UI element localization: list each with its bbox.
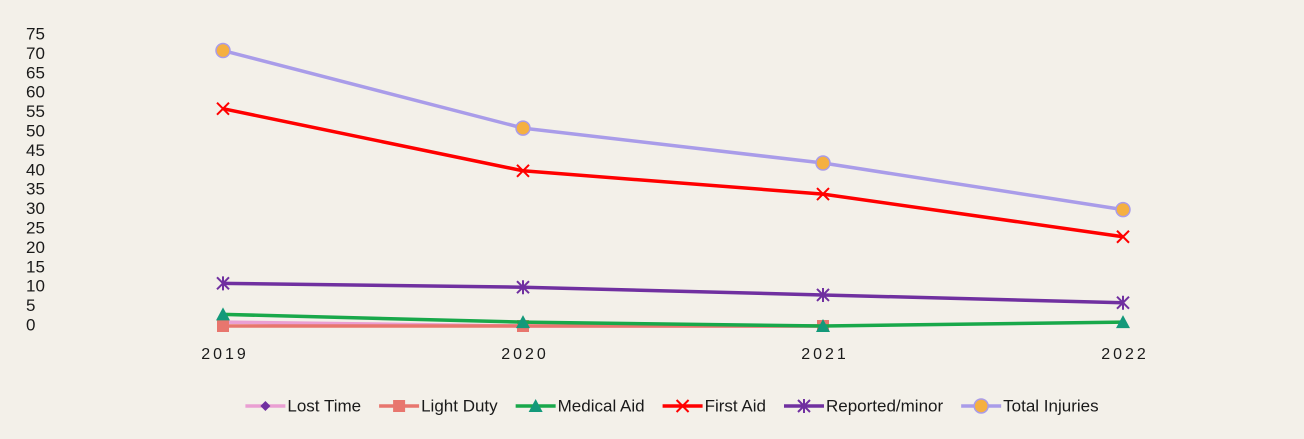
data-point: [516, 280, 530, 295]
data-point: [816, 287, 830, 302]
y-tick-label: 35: [26, 180, 45, 199]
y-tick-label: 15: [26, 257, 45, 276]
y-tick-label: 40: [26, 160, 45, 179]
y-tick-label: 65: [26, 63, 45, 82]
y-tick-label: 10: [26, 277, 45, 296]
x-tick-label: 2019: [201, 346, 249, 363]
x-tick-label: 2022: [1101, 346, 1149, 363]
data-point: [816, 319, 830, 332]
y-tick-label: 5: [26, 296, 35, 315]
data-point: [516, 164, 530, 178]
series-line: [222, 107, 1124, 239]
x-tick-label: 2021: [801, 346, 849, 363]
data-point: [215, 42, 231, 59]
legend-label: Medical Aid: [558, 396, 645, 415]
legend-marker: [393, 400, 406, 412]
y-tick-label: 0: [26, 315, 35, 334]
legend-marker: [973, 398, 989, 414]
legend-label: Total Injuries: [1003, 396, 1098, 415]
y-tick-label: 45: [26, 141, 45, 160]
x-tick-label: 2020: [501, 346, 549, 363]
data-point: [815, 155, 831, 171]
data-point: [216, 276, 230, 291]
y-tick-label: 55: [26, 102, 45, 121]
data-point: [1115, 201, 1131, 218]
legend-marker: [528, 399, 543, 412]
y-tick-label: 30: [26, 199, 45, 218]
series-line: [222, 312, 1124, 328]
y-tick-label: 20: [26, 238, 45, 257]
legend-label: Lost Time: [287, 396, 361, 415]
data-point: [217, 320, 229, 332]
data-point: [1116, 315, 1130, 329]
legend-label: Light Duty: [421, 396, 498, 415]
data-point: [516, 315, 530, 329]
legend-marker: [797, 399, 811, 413]
legend: Lost Time Light Duty Medical Aid First Aid R…: [245, 396, 1099, 415]
data-point: [216, 307, 230, 321]
y-tick-label: 25: [26, 218, 45, 237]
legend-label: Reported/minor: [826, 396, 944, 415]
data-point: [1116, 230, 1130, 244]
legend-label: First Aid: [705, 396, 766, 415]
legend-marker: [675, 399, 690, 413]
data-point: [1116, 295, 1130, 310]
data-point: [515, 120, 531, 136]
data-point: [816, 187, 830, 201]
series-line: [222, 48, 1124, 212]
series-line: [222, 281, 1124, 305]
y-tick-label: 60: [26, 83, 45, 102]
y-tick-label: 70: [26, 44, 45, 63]
y-tick-label: 50: [26, 121, 45, 140]
data-point: [216, 102, 230, 116]
y-tick-label: 75: [26, 24, 45, 43]
legend-marker: [260, 401, 271, 411]
